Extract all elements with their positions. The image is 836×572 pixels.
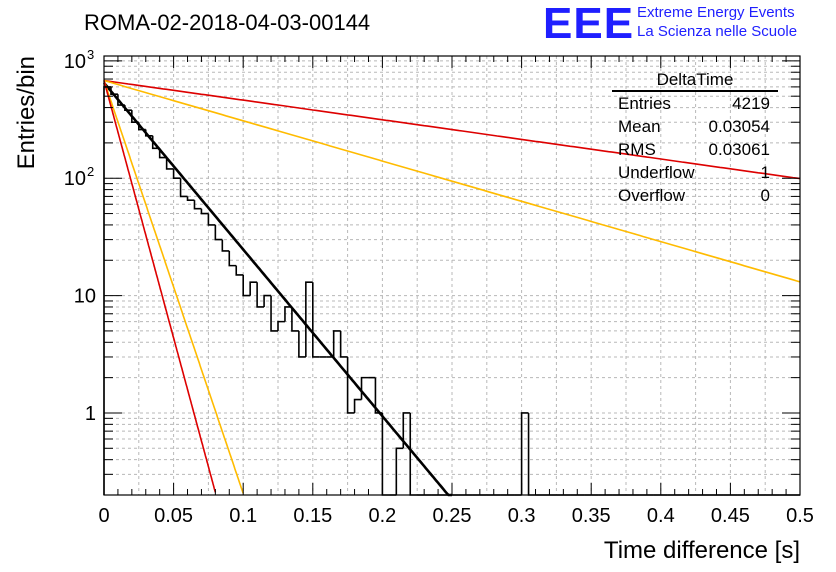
histogram-bin <box>346 356 355 414</box>
x-tick-label: 0.35 <box>572 505 611 527</box>
stats-label: RMS <box>618 140 656 159</box>
x-tick-label: 0.3 <box>508 505 536 527</box>
histogram-bin <box>228 250 237 267</box>
curve-fit <box>102 81 452 497</box>
histogram-bin <box>527 412 536 496</box>
histogram-bin <box>151 135 160 150</box>
histogram-bin <box>235 265 244 276</box>
histogram-bin <box>103 86 111 495</box>
histogram-bin <box>381 412 390 496</box>
histogram-bin <box>144 129 153 137</box>
stats-value: 4219 <box>732 94 770 113</box>
histogram-bin <box>172 168 181 180</box>
x-tick-label: 0.15 <box>293 505 332 527</box>
stats-value: 0.03061 <box>708 140 770 159</box>
histogram-bin <box>214 224 223 241</box>
curve-red-slow <box>103 79 801 180</box>
histogram-bin <box>117 94 125 106</box>
stats-row-entries: Entries 4219 <box>612 92 778 115</box>
stats-label: Underflow <box>618 163 695 182</box>
histogram-bin <box>291 306 299 332</box>
histogram-bin <box>193 200 202 210</box>
histogram-bin <box>165 157 174 170</box>
stats-value: 0.03054 <box>708 117 770 136</box>
curve-orange-slow <box>103 79 801 283</box>
stats-title: DeltaTime <box>612 70 778 92</box>
y-axis-title: Entries/bin <box>13 56 40 169</box>
eee-tagline-1: Extreme Energy Events <box>637 4 795 21</box>
eee-tagline-2: La Scienza nelle Scuole <box>637 23 798 40</box>
histogram-bin <box>110 86 118 95</box>
histogram-bin <box>284 306 292 322</box>
curve-red-fast <box>103 80 217 493</box>
stats-label: Overflow <box>618 186 686 205</box>
histogram-bin <box>305 281 313 357</box>
y-tick-label: 1 <box>85 403 96 425</box>
stats-row-mean: Mean 0.03054 <box>612 115 778 138</box>
y-tick-label: 10 <box>64 168 86 190</box>
histogram-bin <box>395 447 404 495</box>
x-tick-label: 0.1 <box>229 505 257 527</box>
y-tick-exponent: 3 <box>87 47 94 62</box>
stats-row-rms: RMS 0.03061 <box>612 138 778 161</box>
stats-label: Mean <box>618 117 661 136</box>
eee-logo: EEE <box>543 0 635 48</box>
histogram-bin <box>200 208 209 215</box>
curve-orange-fast <box>103 80 244 494</box>
histogram-bin <box>158 148 167 159</box>
histogram-bin <box>207 213 216 226</box>
histogram-bin <box>520 412 529 495</box>
x-tick-label: 0 <box>98 505 109 527</box>
histogram-bin <box>353 398 362 413</box>
histogram-bin <box>298 330 306 358</box>
stats-value: 1 <box>760 163 770 182</box>
x-axis-title: Time difference [s] <box>604 537 800 564</box>
run-title: ROMA-02-2018-04-03-00144 <box>84 10 371 35</box>
histogram-bin <box>332 330 341 357</box>
x-tick-label: 0.05 <box>154 505 193 527</box>
stats-value: 0 <box>760 186 770 205</box>
histogram-bin <box>138 122 146 131</box>
histogram-bin <box>374 377 383 414</box>
histogram-bin <box>270 295 278 332</box>
histogram-bin <box>186 196 195 201</box>
histogram-bin <box>242 274 251 297</box>
histogram-bin <box>249 281 258 296</box>
histogram-bin <box>277 320 285 331</box>
stats-box: DeltaTime Entries 4219 Mean 0.03054 RMS … <box>612 70 778 207</box>
histogram-bin <box>402 412 411 449</box>
x-tick-label: 0.2 <box>368 505 396 527</box>
histogram-bin <box>256 282 265 308</box>
histogram-bin <box>339 330 348 358</box>
histogram-bin <box>179 178 188 198</box>
y-tick-label: 10 <box>64 51 86 73</box>
histogram-bin <box>131 110 139 124</box>
histogram-bin <box>221 239 230 252</box>
x-tick-label: 0.4 <box>647 505 675 527</box>
x-tick-label: 0.5 <box>786 505 814 527</box>
stats-label: Entries <box>618 94 671 113</box>
stats-row-overflow: Overflow 0 <box>612 184 778 207</box>
y-tick-exponent: 2 <box>87 164 94 179</box>
histogram-bin <box>312 282 320 358</box>
x-tick-label: 0.25 <box>433 505 472 527</box>
y-tick-label: 10 <box>74 286 96 308</box>
stats-row-underflow: Underflow 1 <box>612 161 778 184</box>
histogram-bin <box>263 294 272 307</box>
histogram-bin <box>124 105 132 111</box>
histogram-bin <box>360 376 369 400</box>
x-tick-label: 0.45 <box>711 505 750 527</box>
